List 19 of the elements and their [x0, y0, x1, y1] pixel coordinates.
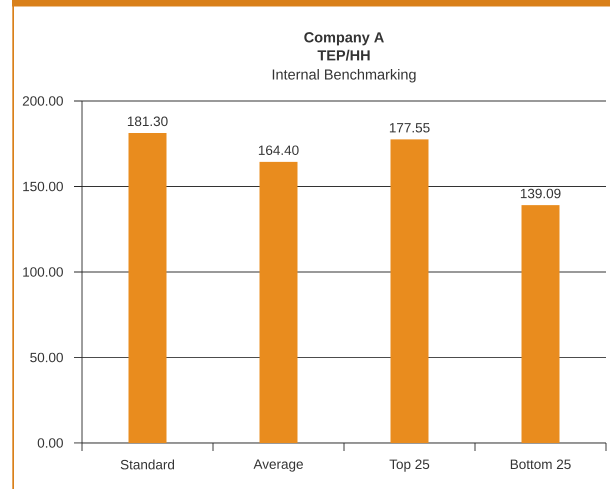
data-label: 139.09 [520, 188, 560, 198]
bar [128, 132, 167, 443]
y-tick-label: 100.00 [23, 267, 63, 277]
y-tick-label: 200.00 [22, 96, 63, 106]
data-label: 177.55 [390, 123, 430, 133]
x-tick-label: Bottom 25 [510, 460, 571, 470]
data-label: 181.30 [128, 116, 168, 126]
data-label: 164.40 [258, 145, 299, 155]
bar [390, 139, 428, 443]
chart-subtitle: Internal Benchmarking [272, 68, 416, 82]
y-tick-label: 0.00 [38, 438, 63, 448]
chart-title: Company A TEP/HH [304, 32, 384, 61]
bar [260, 162, 298, 443]
bar [522, 205, 560, 443]
x-tick-label: Average [254, 460, 303, 472]
x-tick-label: Standard [120, 460, 174, 470]
x-tick-label: Top 25 [390, 460, 430, 472]
y-tick-label: 50.00 [30, 352, 63, 362]
y-tick-label: 150.00 [23, 182, 63, 192]
